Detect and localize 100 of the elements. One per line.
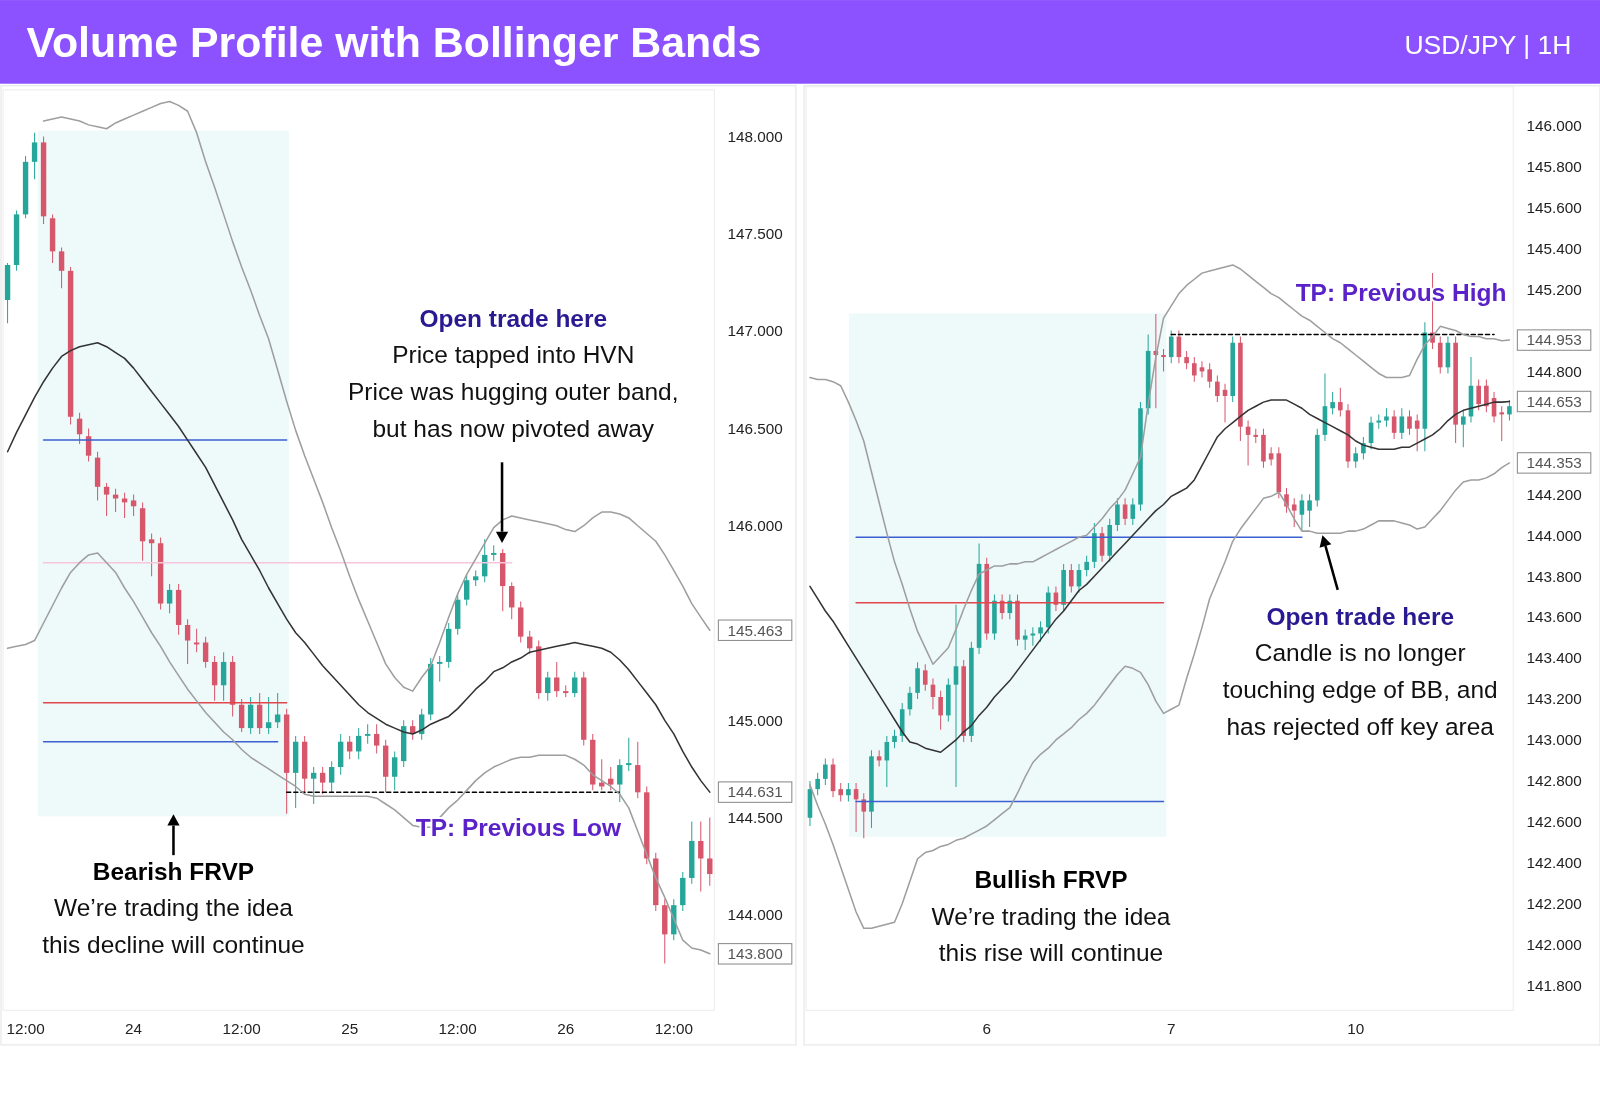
y-tick-label: 145.600 bbox=[1526, 198, 1582, 216]
candlestick bbox=[1122, 497, 1128, 526]
candlestick bbox=[608, 766, 614, 791]
candlestick bbox=[1476, 379, 1481, 411]
candlestick bbox=[256, 692, 263, 735]
x-tick-label: 12:00 bbox=[222, 1019, 261, 1037]
candlestick bbox=[922, 663, 928, 692]
x-tick-label: 6 bbox=[982, 1019, 992, 1037]
candlestick bbox=[31, 132, 38, 180]
candlestick bbox=[861, 792, 867, 839]
candlestick bbox=[1030, 626, 1036, 647]
annotation: We’re trading the idea bbox=[53, 894, 294, 922]
text: 144.953 bbox=[1526, 331, 1582, 349]
y-tick-label: 143.400 bbox=[1526, 649, 1582, 667]
candlestick bbox=[265, 696, 272, 735]
candlestick bbox=[274, 692, 281, 729]
candlestick bbox=[1069, 563, 1074, 594]
candlestick bbox=[202, 636, 209, 669]
y-tick-label: 147.000 bbox=[727, 322, 783, 340]
candlestick bbox=[58, 246, 65, 289]
annotation: TP: Previous Low bbox=[415, 813, 622, 841]
candlestick bbox=[166, 583, 173, 614]
y-tick-label: 147.500 bbox=[727, 225, 783, 243]
candlestick bbox=[220, 651, 227, 702]
y-tick-label: 142.200 bbox=[1526, 895, 1582, 913]
text: 144.353 bbox=[1526, 454, 1582, 472]
annotation: Price was hugging outer band, bbox=[347, 378, 679, 406]
line-series bbox=[809, 264, 1511, 665]
line-series bbox=[6, 552, 711, 955]
candlestick bbox=[1353, 446, 1358, 469]
text: 145.463 bbox=[727, 621, 783, 639]
candlestick bbox=[1307, 493, 1312, 528]
chart-subtitle: USD/JPY | 1H bbox=[1404, 30, 1572, 61]
candlestick bbox=[1338, 387, 1343, 417]
candlestick bbox=[892, 729, 897, 749]
y-tick-label: 143.000 bbox=[1526, 731, 1582, 749]
annotation: Open trade here bbox=[419, 304, 608, 332]
candlestick bbox=[1215, 374, 1220, 403]
candlestick bbox=[1461, 409, 1466, 448]
x-tick-label: 10 bbox=[1347, 1019, 1365, 1037]
annotation: this decline will continue bbox=[42, 931, 305, 959]
x-tick-label: 26 bbox=[557, 1019, 575, 1037]
candlestick bbox=[121, 492, 128, 519]
candlestick bbox=[1207, 362, 1212, 389]
annotation: has rejected off key area bbox=[1226, 712, 1495, 740]
y-tick-label: 144.000 bbox=[727, 906, 783, 924]
y-tick-label: 143.800 bbox=[1526, 567, 1582, 585]
candlestick bbox=[328, 760, 335, 793]
y-tick-label: 142.600 bbox=[1526, 813, 1582, 831]
candlestick bbox=[238, 698, 245, 733]
candlestick bbox=[193, 628, 200, 653]
chart-title: Volume Profile with Bollinger Bands bbox=[26, 18, 762, 67]
candlestick bbox=[846, 782, 851, 802]
y-tick-label: 144.500 bbox=[727, 808, 783, 826]
candlestick bbox=[815, 772, 820, 796]
y-tick-label: 145.000 bbox=[727, 711, 783, 729]
y-tick-label: 143.600 bbox=[1526, 608, 1582, 626]
candlestick bbox=[103, 482, 110, 517]
candlestick bbox=[1191, 356, 1197, 383]
candlestick bbox=[437, 655, 443, 682]
candlestick bbox=[211, 655, 218, 702]
candlestick bbox=[364, 723, 371, 745]
line-series bbox=[6, 342, 711, 793]
candlestick bbox=[823, 757, 828, 786]
candlestick bbox=[148, 533, 155, 577]
y-tick-label: 144.800 bbox=[1526, 362, 1582, 380]
candlestick bbox=[1407, 409, 1412, 436]
annotation: Price tapped into HVN bbox=[392, 341, 635, 369]
candlestick bbox=[1168, 329, 1174, 364]
annotation: but has now pivoted away bbox=[372, 414, 655, 442]
candlestick bbox=[707, 817, 713, 887]
x-tick-label: 12:00 bbox=[654, 1019, 693, 1037]
y-tick-label: 145.800 bbox=[1526, 158, 1582, 175]
annotation: Bearish FRVP bbox=[92, 857, 255, 885]
candlestick bbox=[1038, 620, 1043, 643]
candlestick bbox=[310, 766, 317, 805]
candlestick bbox=[1130, 497, 1136, 526]
x-tick-label: 25 bbox=[341, 1019, 359, 1037]
candlestick bbox=[1115, 497, 1120, 532]
candlestick bbox=[1184, 350, 1189, 370]
candlestick bbox=[373, 723, 380, 754]
candlestick bbox=[938, 690, 943, 731]
candlestick bbox=[509, 581, 515, 620]
line-series bbox=[809, 462, 1511, 930]
y-tick-label: 144.200 bbox=[1526, 485, 1582, 503]
candlestick bbox=[1084, 555, 1089, 577]
candlestick bbox=[1484, 379, 1489, 413]
y-tick-label: 141.800 bbox=[1526, 977, 1582, 995]
y-tick-label: 142.000 bbox=[1526, 936, 1582, 954]
annotation: Open trade here bbox=[1266, 602, 1455, 630]
y-tick-label: 146.000 bbox=[727, 517, 783, 535]
candlestick bbox=[391, 750, 398, 791]
candlestick bbox=[1161, 348, 1166, 372]
candlestick bbox=[1291, 497, 1297, 528]
annotation: We’re trading the idea bbox=[931, 902, 1171, 930]
y-tick-label: 148.000 bbox=[727, 127, 783, 145]
x-tick-label: 24 bbox=[125, 1019, 143, 1037]
candlestick bbox=[184, 618, 191, 665]
y-tick-label: 145.400 bbox=[1526, 239, 1582, 257]
candlestick bbox=[130, 494, 137, 517]
